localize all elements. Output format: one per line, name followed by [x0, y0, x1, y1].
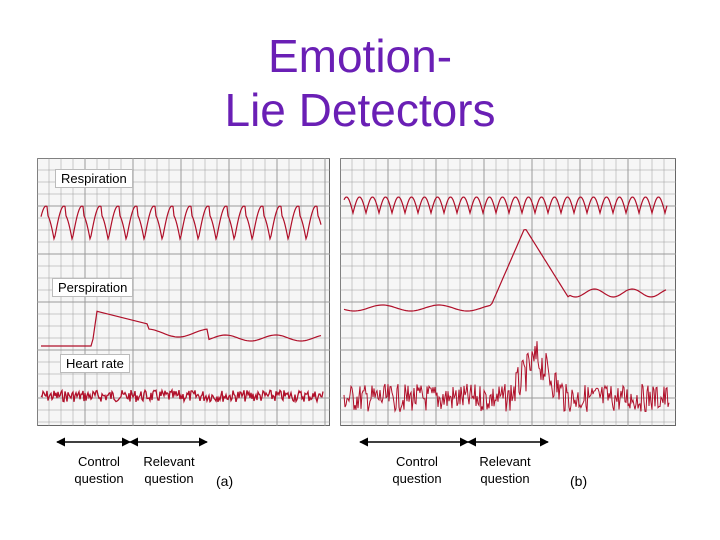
- perspiration-trace: [343, 228, 667, 312]
- panel-id-a: (a): [216, 473, 234, 489]
- perspiration-trace: [41, 310, 322, 347]
- title-line-1: Emotion-: [267, 30, 453, 82]
- polygraph-panel-b: [340, 158, 676, 426]
- respiration-trace: [40, 205, 322, 242]
- control-question-label-a: Control question: [74, 454, 124, 486]
- grid: [37, 158, 330, 426]
- polygraph-chart-b: [340, 158, 676, 426]
- channel-label-perspiration: Perspiration: [52, 278, 134, 297]
- channel-label-respiration: Respiration: [55, 169, 133, 188]
- relevant-question-label-a: Relevant question: [143, 454, 195, 486]
- heart-rate-trace: [343, 341, 670, 413]
- relevant-question-label-b: Relevant question: [479, 454, 531, 486]
- title-line-2: Lie Detectors: [224, 84, 496, 136]
- control-question-label-b: Control question: [392, 454, 442, 486]
- polygraph-panel-a: Respiration Perspiration Heart rate: [37, 158, 330, 426]
- channel-label-heart-rate: Heart rate: [60, 354, 130, 373]
- heart-rate-trace: [40, 387, 324, 404]
- respiration-trace: [343, 196, 668, 216]
- segment-arrows: [56, 437, 549, 447]
- panel-id-b: (b): [570, 473, 588, 489]
